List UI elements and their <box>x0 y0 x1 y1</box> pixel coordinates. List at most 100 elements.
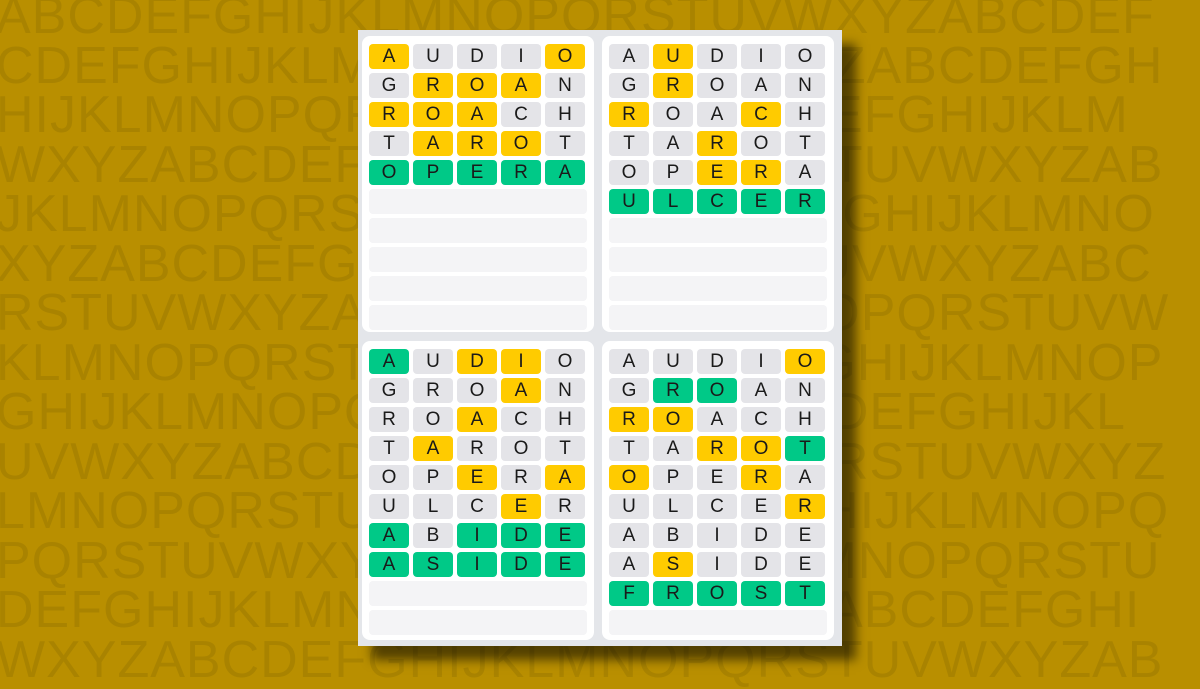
tile-present: R <box>653 73 693 98</box>
tile-absent: L <box>653 494 693 519</box>
tile-absent: D <box>741 552 781 577</box>
tile-present: A <box>413 436 453 461</box>
tile-correct: I <box>457 552 497 577</box>
tile-present: O <box>545 44 585 69</box>
tile-absent: U <box>413 44 453 69</box>
tile-correct: E <box>741 189 781 214</box>
tile-absent: N <box>785 73 825 98</box>
empty-row <box>609 218 827 243</box>
tile-absent: P <box>653 465 693 490</box>
tile-absent: O <box>457 378 497 403</box>
empty-row <box>609 610 827 635</box>
tile-absent: C <box>697 494 737 519</box>
tile-absent: U <box>369 494 409 519</box>
tile-absent: E <box>741 494 781 519</box>
tile-absent: E <box>785 523 825 548</box>
tile-present: E <box>501 494 541 519</box>
tile-absent: I <box>741 44 781 69</box>
tile-absent: A <box>697 102 737 127</box>
tile-absent: T <box>369 436 409 461</box>
tile-present: E <box>697 160 737 185</box>
tile-absent: R <box>369 407 409 432</box>
tile-present: A <box>413 131 453 156</box>
tile-absent: U <box>413 349 453 374</box>
tile-absent: A <box>785 465 825 490</box>
tile-absent: L <box>413 494 453 519</box>
tile-present: E <box>457 465 497 490</box>
tile-correct: P <box>413 160 453 185</box>
tile-present: R <box>785 494 825 519</box>
tile-correct: E <box>545 523 585 548</box>
tile-absent: B <box>413 523 453 548</box>
tile-correct: T <box>785 436 825 461</box>
tile-correct: U <box>609 189 649 214</box>
tile-absent: P <box>413 465 453 490</box>
tile-absent: B <box>653 523 693 548</box>
tile-absent: A <box>653 436 693 461</box>
tile-absent: A <box>741 73 781 98</box>
tile-correct: A <box>369 552 409 577</box>
tile-absent: I <box>697 523 737 548</box>
tile-correct: D <box>501 552 541 577</box>
tile-absent: H <box>785 407 825 432</box>
tile-absent: C <box>501 102 541 127</box>
empty-row <box>369 247 587 272</box>
tile-absent: A <box>609 349 649 374</box>
tile-present: O <box>501 131 541 156</box>
empty-row <box>609 305 827 330</box>
tile-correct: A <box>369 523 409 548</box>
tile-absent: N <box>545 73 585 98</box>
tile-absent: A <box>653 131 693 156</box>
empty-row <box>609 247 827 272</box>
empty-row <box>369 276 587 301</box>
tile-correct: F <box>609 581 649 606</box>
tile-absent: O <box>741 131 781 156</box>
tile-present: A <box>457 102 497 127</box>
tile-present: I <box>501 349 541 374</box>
tile-absent: O <box>501 436 541 461</box>
tile-correct: R <box>785 189 825 214</box>
tile-present: D <box>457 349 497 374</box>
tile-absent: D <box>457 44 497 69</box>
tile-correct: R <box>653 378 693 403</box>
tile-present: A <box>457 407 497 432</box>
tile-absent: H <box>545 407 585 432</box>
tile-absent: D <box>697 349 737 374</box>
tile-present: O <box>413 102 453 127</box>
empty-row <box>369 305 587 330</box>
tile-present: A <box>501 378 541 403</box>
tile-correct: O <box>369 160 409 185</box>
tile-present: R <box>413 73 453 98</box>
tile-absent: C <box>501 407 541 432</box>
empty-row <box>369 610 587 635</box>
tile-absent: D <box>697 44 737 69</box>
tile-absent: A <box>785 160 825 185</box>
tile-absent: H <box>785 102 825 127</box>
tile-absent: T <box>609 131 649 156</box>
tile-absent: I <box>697 552 737 577</box>
tile-absent: O <box>785 44 825 69</box>
tile-present: R <box>609 102 649 127</box>
tile-correct: E <box>545 552 585 577</box>
tile-absent: C <box>457 494 497 519</box>
tile-absent: N <box>785 378 825 403</box>
tile-absent: G <box>369 73 409 98</box>
tile-present: R <box>369 102 409 127</box>
tile-absent: R <box>545 494 585 519</box>
tile-absent: A <box>609 523 649 548</box>
tile-correct: I <box>457 523 497 548</box>
tile-correct: S <box>413 552 453 577</box>
